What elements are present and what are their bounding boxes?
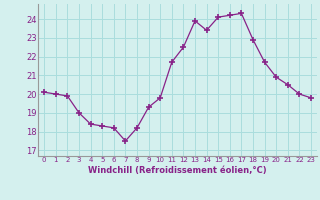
X-axis label: Windchill (Refroidissement éolien,°C): Windchill (Refroidissement éolien,°C) <box>88 166 267 175</box>
